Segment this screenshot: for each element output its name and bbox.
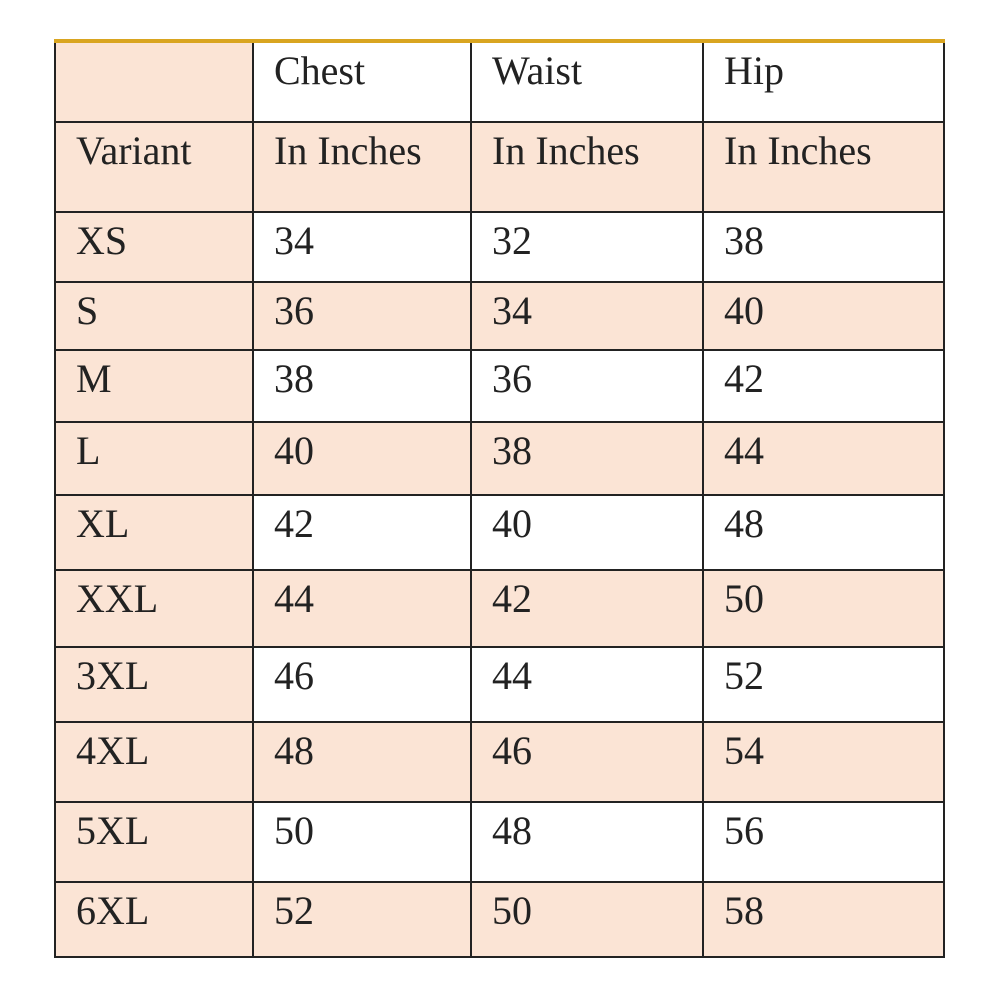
table-cell <box>54 40 254 123</box>
table-cell: 48 <box>252 721 472 803</box>
table-cell: 32 <box>470 211 704 283</box>
table-row: 3XL 46 44 52 <box>54 646 945 723</box>
table-cell: Variant <box>54 121 254 213</box>
table-cell: Waist <box>470 40 704 123</box>
table-cell: In Inches <box>470 121 704 213</box>
table-cell: In Inches <box>252 121 472 213</box>
table-row: XL 42 40 48 <box>54 494 945 571</box>
table-cell: 52 <box>702 646 945 723</box>
table-cell: 3XL <box>54 646 254 723</box>
table-row: 5XL 50 48 56 <box>54 801 945 883</box>
table-cell: Chest <box>252 40 472 123</box>
table-cell: S <box>54 281 254 351</box>
table-row: XXL 44 42 50 <box>54 569 945 648</box>
table-cell: 40 <box>470 494 704 571</box>
table-cell: 38 <box>702 211 945 283</box>
table-cell: 40 <box>252 421 472 496</box>
table-cell: 44 <box>470 646 704 723</box>
table-cell: 54 <box>702 721 945 803</box>
table-cell: M <box>54 349 254 423</box>
table-row: 6XL 52 50 58 <box>54 881 945 958</box>
table-cell: 56 <box>702 801 945 883</box>
table-cell: 36 <box>252 281 472 351</box>
table-row: 4XL 48 46 54 <box>54 721 945 803</box>
table-cell: 42 <box>252 494 472 571</box>
table-cell: 38 <box>470 421 704 496</box>
table-cell: 44 <box>252 569 472 648</box>
header-row-unit: Variant In Inches In Inches In Inches <box>54 121 945 213</box>
table-cell: 5XL <box>54 801 254 883</box>
table-cell: L <box>54 421 254 496</box>
table-cell: 44 <box>702 421 945 496</box>
table-cell: 50 <box>702 569 945 648</box>
table-cell: XL <box>54 494 254 571</box>
table-cell: 40 <box>702 281 945 351</box>
table-cell: 48 <box>702 494 945 571</box>
table-cell: 6XL <box>54 881 254 958</box>
table-cell: 36 <box>470 349 704 423</box>
table-cell: 50 <box>252 801 472 883</box>
table-cell: 4XL <box>54 721 254 803</box>
table-cell: 38 <box>252 349 472 423</box>
table-cell: 58 <box>702 881 945 958</box>
table-cell: 46 <box>252 646 472 723</box>
header-row-measure: Chest Waist Hip <box>54 40 945 123</box>
table-cell: 42 <box>470 569 704 648</box>
table-cell: Hip <box>702 40 945 123</box>
table-cell: 42 <box>702 349 945 423</box>
table-cell: 34 <box>252 211 472 283</box>
table-cell: 50 <box>470 881 704 958</box>
table-cell: 52 <box>252 881 472 958</box>
table-cell: 34 <box>470 281 704 351</box>
table-cell: 46 <box>470 721 704 803</box>
table-row: L 40 38 44 <box>54 421 945 496</box>
table-cell: XS <box>54 211 254 283</box>
table-cell: XXL <box>54 569 254 648</box>
table-cell: In Inches <box>702 121 945 213</box>
table-row: M 38 36 42 <box>54 349 945 423</box>
table-row: XS 34 32 38 <box>54 211 945 283</box>
size-chart-table: Chest Waist Hip Variant In Inches In Inches In… <box>54 39 945 958</box>
table-row: S 36 34 40 <box>54 281 945 351</box>
table-cell: 48 <box>470 801 704 883</box>
